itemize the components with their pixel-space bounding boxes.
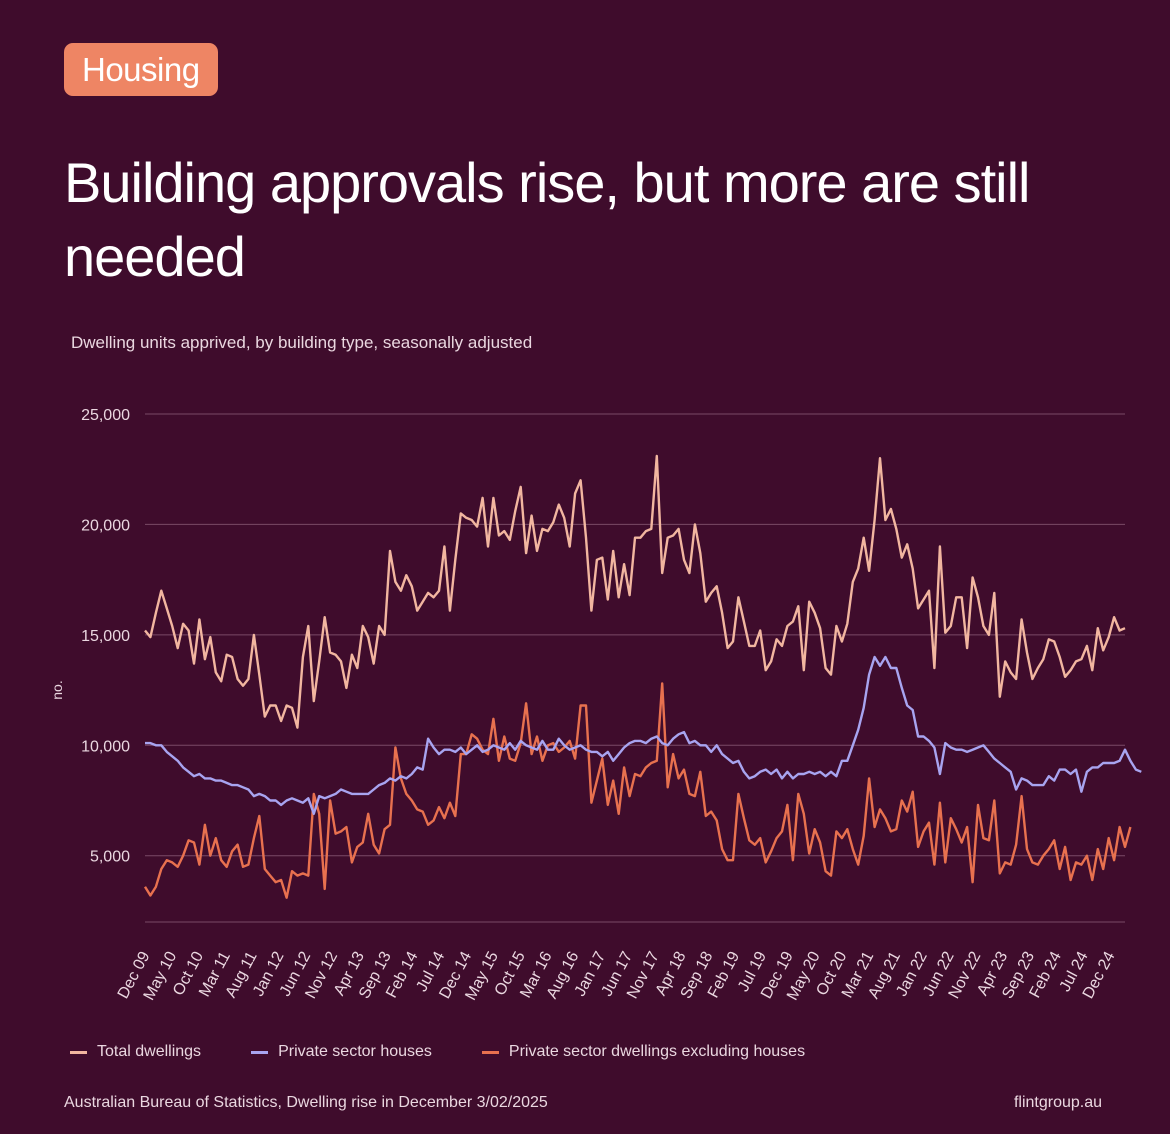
legend-label-total: Total dwellings (97, 1043, 202, 1060)
legend-label-excl: Private sector dwellings excluding house… (508, 1043, 806, 1060)
legend-swatch-houses (251, 1050, 269, 1054)
legend-swatch-total (70, 1050, 87, 1054)
series-line-total-dwellings (144, 454, 1126, 729)
legend-label-houses: Private sector houses (278, 1043, 432, 1060)
topic-badge: Housing (64, 43, 218, 96)
grid-lines (145, 413, 1125, 923)
page-title: Building approvals rise, but more are st… (64, 151, 1030, 288)
legend-item-houses: Private sector houses (251, 1043, 432, 1061)
series-lines (143, 454, 1142, 899)
y-axis-label: no. (49, 680, 65, 699)
y-tick-label: 15,000 (81, 628, 130, 645)
y-tick-label: 10,000 (81, 738, 130, 755)
y-tick-label: 5,000 (90, 849, 130, 866)
dwelling-approvals-chart: 5,000 10,000 15,000 20,000 25,000 no. Dec 09… (49, 407, 1142, 1003)
site-url: flintgroup.au (1013, 1094, 1102, 1111)
chart-legend: Total dwellings Private sector houses Pr… (70, 1043, 805, 1061)
y-tick-label: 25,000 (81, 407, 130, 424)
chart-subtitle: Dwelling units apprived, by building typ… (71, 333, 533, 352)
source-note: Australian Bureau of Statistics, Dwellin… (64, 1094, 548, 1111)
legend-swatch-excl (481, 1050, 499, 1054)
y-axis-ticks: 5,000 10,000 15,000 20,000 25,000 (81, 407, 130, 866)
series-line-private-houses (145, 655, 1142, 815)
y-tick-label: 20,000 (81, 517, 130, 534)
legend-item-total: Total dwellings (70, 1043, 201, 1061)
legend-item-excl: Private sector dwellings excluding house… (481, 1043, 806, 1061)
series-line-excl-houses (143, 682, 1132, 899)
